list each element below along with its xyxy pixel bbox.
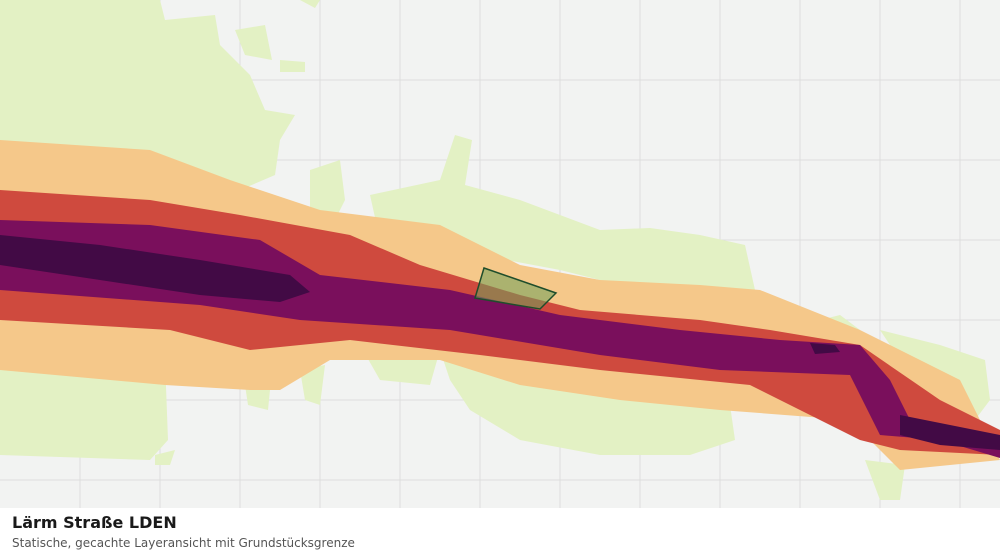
map-title: Lärm Straße LDEN [12, 513, 177, 532]
map-subtitle: Statische, gecachte Layeransicht mit Gru… [12, 536, 355, 550]
caption: Lärm Straße LDEN Statische, gecachte Lay… [0, 508, 1000, 560]
noise-zone-extreme [0, 235, 310, 302]
parcel-boundary[interactable] [474, 267, 558, 310]
noise-zone-extreme [900, 415, 1000, 450]
map [0, 0, 1000, 508]
noise-zone-extreme [810, 343, 840, 354]
